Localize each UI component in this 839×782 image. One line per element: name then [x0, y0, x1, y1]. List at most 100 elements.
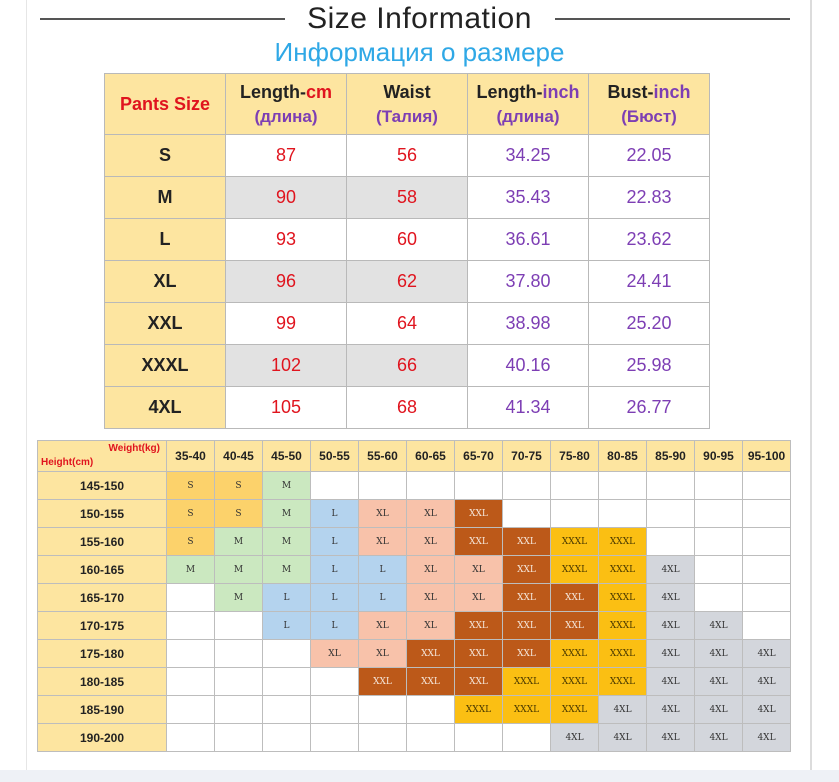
size-cell [166, 723, 215, 752]
size-cell [166, 695, 215, 724]
size-cell [742, 611, 791, 640]
size-cell: M [214, 583, 263, 612]
header-label: Pants Size [119, 94, 211, 114]
grid-row: 185-190 XXXL XXXL XXXL 4XL 4XL 4XL 4XL [37, 695, 791, 724]
weight-header-cell: 80-85 [598, 440, 647, 472]
size-cell: XXL [502, 583, 551, 612]
size-cell [406, 471, 455, 500]
size-cell [214, 695, 263, 724]
size-cell: S [214, 471, 263, 500]
waist-cell: 68 [346, 386, 468, 429]
height-label-cell: 165-170 [37, 583, 167, 612]
bust-inch-cell: 26.77 [588, 386, 710, 429]
height-label-cell: 170-175 [37, 611, 167, 640]
height-label-cell: 160-165 [37, 555, 167, 584]
size-cell: 4XL [694, 695, 743, 724]
header-length-cm: Length-cm (длина) [225, 73, 347, 135]
size-cell: XL [406, 555, 455, 584]
grid-row: 180-185 XXL XXL XXL XXXL XXXL XXXL 4XL 4XL 4XL [37, 667, 791, 696]
size-cell: XXXL [598, 639, 647, 668]
size-cell [742, 527, 791, 556]
size-cell: 4XL [742, 667, 791, 696]
size-row: XXL 99 64 38.98 25.20 [104, 302, 710, 345]
size-cell: XXL [502, 527, 551, 556]
grid-row: 170-175 L L XL XL XXL XXL XXL XXXL 4XL 4XL [37, 611, 791, 640]
bust-inch-cell: 25.20 [588, 302, 710, 345]
size-cell: XXL [502, 639, 551, 668]
size-cell: M [214, 555, 263, 584]
size-cell [214, 639, 263, 668]
corner-weight-label: Weight(kg) [108, 443, 160, 454]
length-inch-cell: 35.43 [467, 176, 589, 219]
header-unit: inch [542, 81, 580, 102]
size-cell: M [166, 555, 215, 584]
size-cell: XXXL [598, 583, 647, 612]
waist-cell: 56 [346, 134, 468, 177]
header-pants-size: Pants Size [104, 73, 226, 135]
size-cell: S [166, 499, 215, 528]
size-cell [454, 723, 503, 752]
size-cell: XXL [502, 611, 551, 640]
size-cell: XXXL [502, 695, 551, 724]
weight-header-cell: 35-40 [166, 440, 215, 472]
size-cell [214, 723, 263, 752]
length-cm-cell: 96 [225, 260, 347, 303]
size-cell: XL [406, 499, 455, 528]
size-cell [166, 639, 215, 668]
size-cell [454, 471, 503, 500]
size-cell: XXL [550, 611, 599, 640]
size-cell: M [262, 555, 311, 584]
size-row: M 90 58 35.43 22.83 [104, 176, 710, 219]
size-cell [358, 471, 407, 500]
grid-row: 155-160 S M M L XL XL XXL XXL XXXL XXXL [37, 527, 791, 556]
weight-header-cell: 55-60 [358, 440, 407, 472]
size-cell: 4XL [694, 639, 743, 668]
bottom-band [0, 770, 839, 782]
size-cell [502, 471, 551, 500]
size-cell: 4XL [742, 695, 791, 724]
title-rule-left [40, 18, 285, 20]
size-cell [694, 527, 743, 556]
size-cell [742, 583, 791, 612]
header-waist: Waist (Талия) [346, 73, 468, 135]
header-unit: inch [653, 81, 691, 102]
size-cell: XXXL [598, 527, 647, 556]
size-cell: XXXL [454, 695, 503, 724]
grid-row: 175-180 XL XL XXL XXL XXL XXXL XXXL 4XL 4XL 4XL [37, 639, 791, 668]
size-cell: XXL [406, 667, 455, 696]
size-cell: XXXL [550, 667, 599, 696]
size-cell [310, 667, 359, 696]
page-title: Size Information [307, 2, 532, 35]
height-label-cell: 155-160 [37, 527, 167, 556]
size-cell: 4XL [646, 723, 695, 752]
size-cell: XXXL [598, 667, 647, 696]
size-cell: 4XL [694, 723, 743, 752]
length-cm-cell: 93 [225, 218, 347, 261]
size-cell: 4XL [598, 695, 647, 724]
size-cell [502, 499, 551, 528]
size-cell [550, 471, 599, 500]
size-cell [742, 471, 791, 500]
size-cell: XXL [454, 611, 503, 640]
size-cell: XXL [502, 555, 551, 584]
size-cell: XL [406, 527, 455, 556]
size-cell [598, 471, 647, 500]
weight-header-cell: 45-50 [262, 440, 311, 472]
size-cell [406, 695, 455, 724]
length-cm-cell: 99 [225, 302, 347, 345]
size-cell: XXL [454, 527, 503, 556]
size-label-cell: S [104, 134, 226, 177]
grid-corner: Weight(kg) Height(cm) [37, 440, 167, 472]
size-cell: XXXL [550, 639, 599, 668]
size-cell: M [262, 499, 311, 528]
header-ru: (Бюст) [621, 106, 677, 126]
size-cell [262, 695, 311, 724]
size-cell [262, 723, 311, 752]
size-cell: XXXL [550, 527, 599, 556]
size-cell: XXL [550, 583, 599, 612]
size-cell [214, 667, 263, 696]
grid-row: 145-150 S S M [37, 471, 791, 500]
size-label-cell: XXL [104, 302, 226, 345]
size-cell: 4XL [742, 723, 791, 752]
weight-header-cell: 95-100 [742, 440, 791, 472]
